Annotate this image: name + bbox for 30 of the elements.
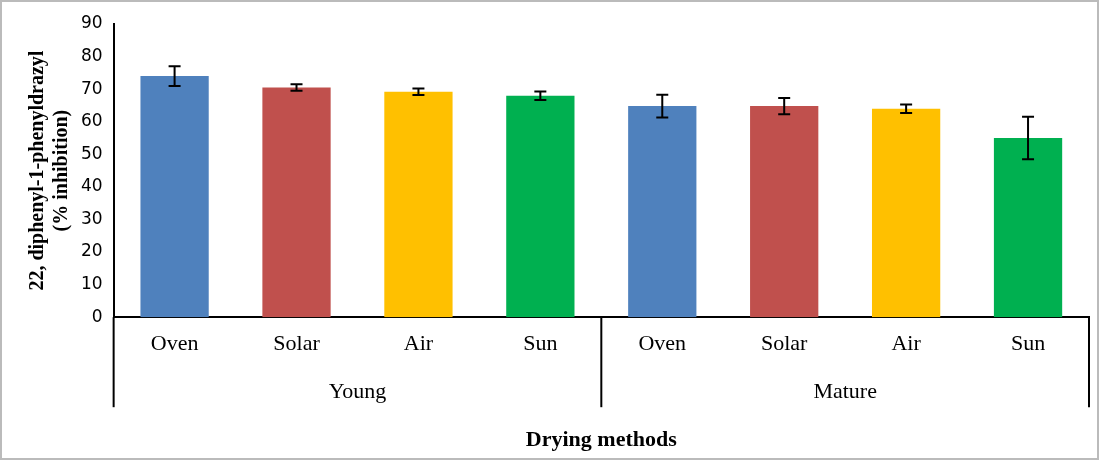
x-tick-label: Sun (523, 330, 558, 356)
y-tick-label: 30 (80, 207, 103, 228)
y-tick-label: 0 (91, 305, 103, 326)
y-tick-label: 20 (80, 240, 103, 261)
x-tick-label: Air (891, 330, 922, 356)
y-tick-label: 50 (80, 142, 103, 163)
text: Young (328, 377, 387, 403)
x-tick-label: Solar (760, 330, 809, 356)
bar (140, 76, 209, 318)
y-axis-title: 22, diphenyl-1-phenyldrazyl (% inhibition) (25, 50, 73, 291)
y-tick-label: 60 (80, 110, 103, 131)
bar (628, 106, 697, 318)
y-tick-label: 70 (80, 77, 103, 98)
bar (871, 108, 941, 318)
bar (262, 87, 331, 318)
x-tick-label: Solar (273, 330, 321, 356)
text: Mature (813, 377, 877, 403)
bar (993, 138, 1063, 318)
x-tick-label: Oven (638, 330, 687, 356)
y-tick-label: 40 (80, 175, 103, 196)
x-tick-label: Sun (1010, 330, 1046, 356)
x-axis-title: Drying methods (525, 426, 678, 452)
bar (384, 91, 453, 318)
y-tick-label: 10 (80, 273, 103, 294)
bar (750, 106, 819, 318)
y-tick-label: 80 (80, 45, 103, 65)
bar (506, 95, 575, 318)
x-tick-label: Oven (150, 330, 199, 356)
y-tick-label: 90 (80, 12, 103, 33)
x-tick-label: Air (403, 330, 434, 356)
